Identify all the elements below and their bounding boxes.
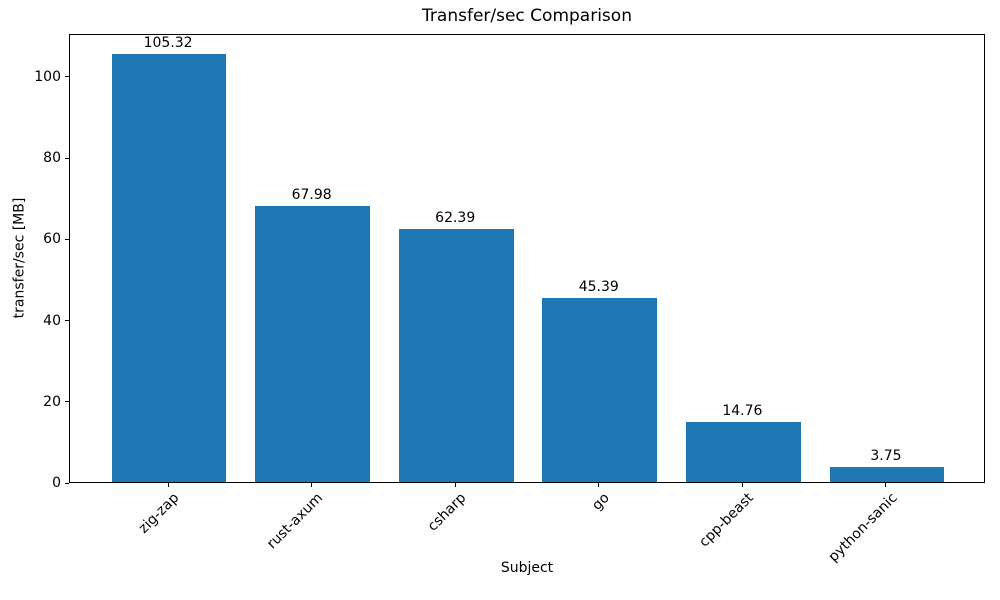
y-tick-label: 60 [43, 231, 61, 248]
y-axis-tick [65, 76, 69, 78]
y-axis-tick [65, 320, 69, 322]
y-tick-label: 80 [43, 150, 61, 167]
y-tick-label: 40 [43, 312, 61, 329]
x-axis-tick [598, 483, 600, 487]
y-axis-tick [65, 157, 69, 159]
x-axis-tick [311, 483, 313, 487]
bar-value-label: 14.76 [722, 403, 763, 420]
x-axis-tick [885, 483, 887, 487]
chart-title: Transfer/sec Comparison [422, 6, 632, 26]
y-axis-tick [65, 401, 69, 403]
x-axis-label: Subject [500, 560, 554, 576]
bar [685, 422, 801, 482]
y-axis-label: transfer/sec [MB] [11, 197, 28, 319]
bar-value-label: 62.39 [435, 209, 476, 226]
bar [255, 206, 371, 482]
bar [829, 466, 945, 482]
x-tick-label: rust-axum [263, 490, 326, 553]
bar-value-label: 45.39 [578, 278, 619, 295]
x-axis-tick [741, 483, 743, 487]
bar [111, 54, 227, 482]
bar-value-label: 105.32 [143, 35, 193, 52]
bar [398, 228, 514, 482]
plot-area [69, 34, 985, 483]
x-tick-label: cpp-beast [696, 490, 757, 551]
y-axis-tick [65, 238, 69, 240]
x-tick-label: go [589, 490, 614, 514]
y-tick-label: 0 [52, 475, 61, 491]
y-tick-label: 20 [43, 393, 61, 410]
x-tick-label: csharp [424, 490, 470, 535]
bar-value-label: 67.98 [291, 186, 332, 203]
y-tick-label: 100 [34, 68, 61, 85]
bar-value-label: 3.75 [870, 447, 902, 464]
x-tick-label: zig-zap [135, 490, 183, 537]
bar [542, 297, 658, 482]
x-axis-tick [454, 483, 456, 487]
x-tick-label: python-sanic [825, 490, 901, 566]
x-axis-tick [167, 483, 169, 487]
y-axis-tick [65, 482, 69, 484]
